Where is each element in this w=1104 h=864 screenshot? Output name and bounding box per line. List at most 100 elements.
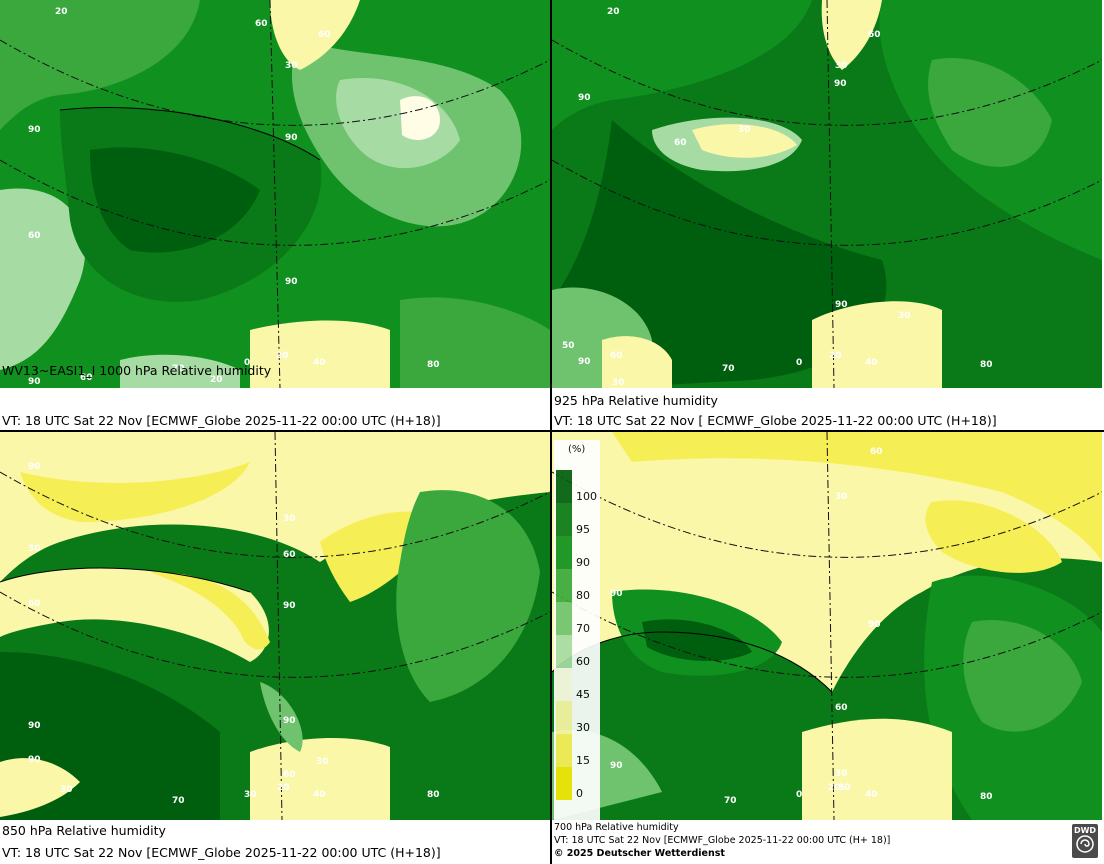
- legend-tick-label: 0: [576, 786, 583, 800]
- contour-label: 70: [172, 796, 185, 806]
- swirl-icon: [1076, 835, 1094, 853]
- map-925hpa: 20 60 30 90 90 60 30 90 30 50 90 60 0 20…: [552, 0, 1102, 388]
- contour-label: 30: [285, 61, 298, 71]
- legend-colorbar: 100 95 90 80 70 60 45 30 15 0: [556, 470, 597, 800]
- contour-label: 20: [277, 783, 290, 793]
- legend-swatch: [556, 734, 572, 767]
- panel-title: 700 hPa Relative humidity: [554, 822, 679, 833]
- contour-label: 60: [255, 19, 268, 29]
- contour-label: 80: [980, 360, 993, 370]
- contour-label: 40: [865, 358, 878, 368]
- contour-label: 90: [578, 357, 591, 367]
- panel-valid-time: VT: 18 UTC Sat 22 Nov [ECMWF_Globe 2025-…: [2, 845, 441, 860]
- legend-swatch: [556, 569, 572, 602]
- contour-label: 50: [562, 341, 575, 351]
- legend-tick-label: 30: [576, 720, 590, 734]
- contour-label: 90: [834, 79, 847, 89]
- contour-label: 20: [276, 351, 289, 361]
- contour-label: 40: [865, 790, 878, 800]
- contour-label: 70: [172, 364, 185, 374]
- contour-label: 70: [724, 796, 737, 806]
- panel-1000hpa: 20 60 60 30 90 90 60 90 0 20 40 70 80 90…: [0, 0, 550, 430]
- contour-label: 60: [283, 550, 296, 560]
- color-legend: (%) 100 95 90 80 70 60 45 30 15 0: [554, 440, 600, 820]
- legend-swatch: [556, 470, 572, 503]
- contour-label: 40: [313, 790, 326, 800]
- panel-700hpa: 60 30 90 90 60 30 80 90 0 20 40 70 80 (%…: [552, 432, 1102, 862]
- legend-tick-label: 90: [576, 555, 590, 569]
- contour-label: 60: [80, 373, 93, 383]
- panel-divider-vertical: [550, 0, 552, 864]
- contour-label: 60: [28, 231, 41, 241]
- contour-label: 80: [838, 783, 851, 793]
- contour-label: 60: [28, 599, 41, 609]
- panel-valid-time: VT: 18 UTC Sat 22 Nov [ECMWF_Globe 2025-…: [554, 835, 891, 846]
- contour-label: 20: [829, 351, 842, 361]
- contour-label: 20: [210, 375, 223, 385]
- contour-label: 60: [868, 30, 881, 40]
- panel-title: WV13~EASI1_I 1000 hPa Relative humidity: [2, 363, 272, 378]
- contour-label: 90: [28, 755, 41, 765]
- map-1000hpa: 20 60 60 30 90 90 60 90 0 20 40 70 80 90…: [0, 0, 550, 388]
- contour-label: 30: [612, 378, 625, 388]
- contour-label: 30: [835, 61, 848, 71]
- contour-label: 30: [60, 785, 73, 795]
- copyright: © 2025 Deutscher Wetterdienst: [554, 848, 725, 859]
- contour-label: 40: [313, 358, 326, 368]
- humidity-field-925hpa: 20 60 30 90 90 60 30 90 30 50 90 60 0 20…: [552, 0, 1102, 388]
- contour-label: 90: [610, 589, 623, 599]
- contour-label: 90: [285, 277, 298, 287]
- contour-label: 60: [870, 447, 883, 457]
- legend-unit: (%): [568, 444, 586, 455]
- contour-label: 60: [610, 351, 623, 361]
- contour-label: 30: [738, 125, 751, 135]
- legend-swatch: [556, 767, 572, 800]
- contour-label: 60: [283, 770, 296, 780]
- contour-label: 90: [28, 377, 41, 387]
- contour-label: 60: [674, 138, 687, 148]
- legend-swatch: [556, 668, 572, 701]
- contour-label: 20: [607, 7, 620, 17]
- contour-label: 90: [28, 125, 41, 135]
- humidity-field-700hpa: 60 30 90 90 60 30 80 90 0 20 40 70 80: [552, 432, 1102, 820]
- contour-label: 90: [610, 761, 623, 771]
- legend-tick-label: 95: [576, 522, 590, 536]
- contour-label: 60: [835, 703, 848, 713]
- contour-label: 90: [283, 716, 296, 726]
- contour-label: 90: [868, 620, 881, 630]
- contour-label: 30: [835, 769, 848, 779]
- legend-swatch: [556, 635, 572, 668]
- contour-label: 0: [796, 358, 802, 368]
- legend-tick-label: 70: [576, 621, 590, 635]
- contour-label: 0: [796, 790, 802, 800]
- legend-tick-label: 45: [576, 687, 590, 701]
- contour-label: 80: [980, 792, 993, 802]
- humidity-field-1000hpa: 20 60 60 30 90 90 60 90 0 20 40 70 80 90…: [0, 0, 550, 388]
- contour-label: 90: [578, 93, 591, 103]
- contour-label: 80: [427, 360, 440, 370]
- contour-label: 30: [898, 311, 911, 321]
- legend-tick-label: 15: [576, 753, 590, 767]
- map-700hpa: 60 30 90 90 60 30 80 90 0 20 40 70 80 (%…: [552, 432, 1102, 820]
- contour-label: 30: [316, 757, 329, 767]
- contour-label: 0: [244, 358, 250, 368]
- legend-swatch: [556, 536, 572, 569]
- contour-label: 20: [55, 7, 68, 17]
- contour-label: 30: [244, 790, 257, 800]
- contour-label: 90: [28, 462, 41, 472]
- contour-label: 90: [283, 601, 296, 611]
- contour-label: 90: [28, 721, 41, 731]
- contour-label: 90: [285, 133, 298, 143]
- dwd-logo-text: DWD: [1073, 826, 1097, 835]
- humidity-field-850hpa: 90 30 30 60 90 60 90 90 30 60 20 40 70 8…: [0, 432, 550, 820]
- panel-valid-time: VT: 18 UTC Sat 22 Nov [ ECMWF_Globe 2025…: [554, 413, 997, 428]
- legend-tick-label: 80: [576, 588, 590, 602]
- dwd-logo: DWD: [1072, 824, 1098, 858]
- legend-tick-label: 100: [576, 489, 597, 503]
- panel-925hpa: 20 60 30 90 90 60 30 90 30 50 90 60 0 20…: [552, 0, 1102, 430]
- panel-title: 925 hPa Relative humidity: [554, 393, 718, 408]
- contour-label: 30: [28, 544, 41, 554]
- contour-label: 30: [835, 492, 848, 502]
- legend-tick-label: 60: [576, 654, 590, 668]
- panel-850hpa: 90 30 30 60 90 60 90 90 30 60 20 40 70 8…: [0, 432, 550, 862]
